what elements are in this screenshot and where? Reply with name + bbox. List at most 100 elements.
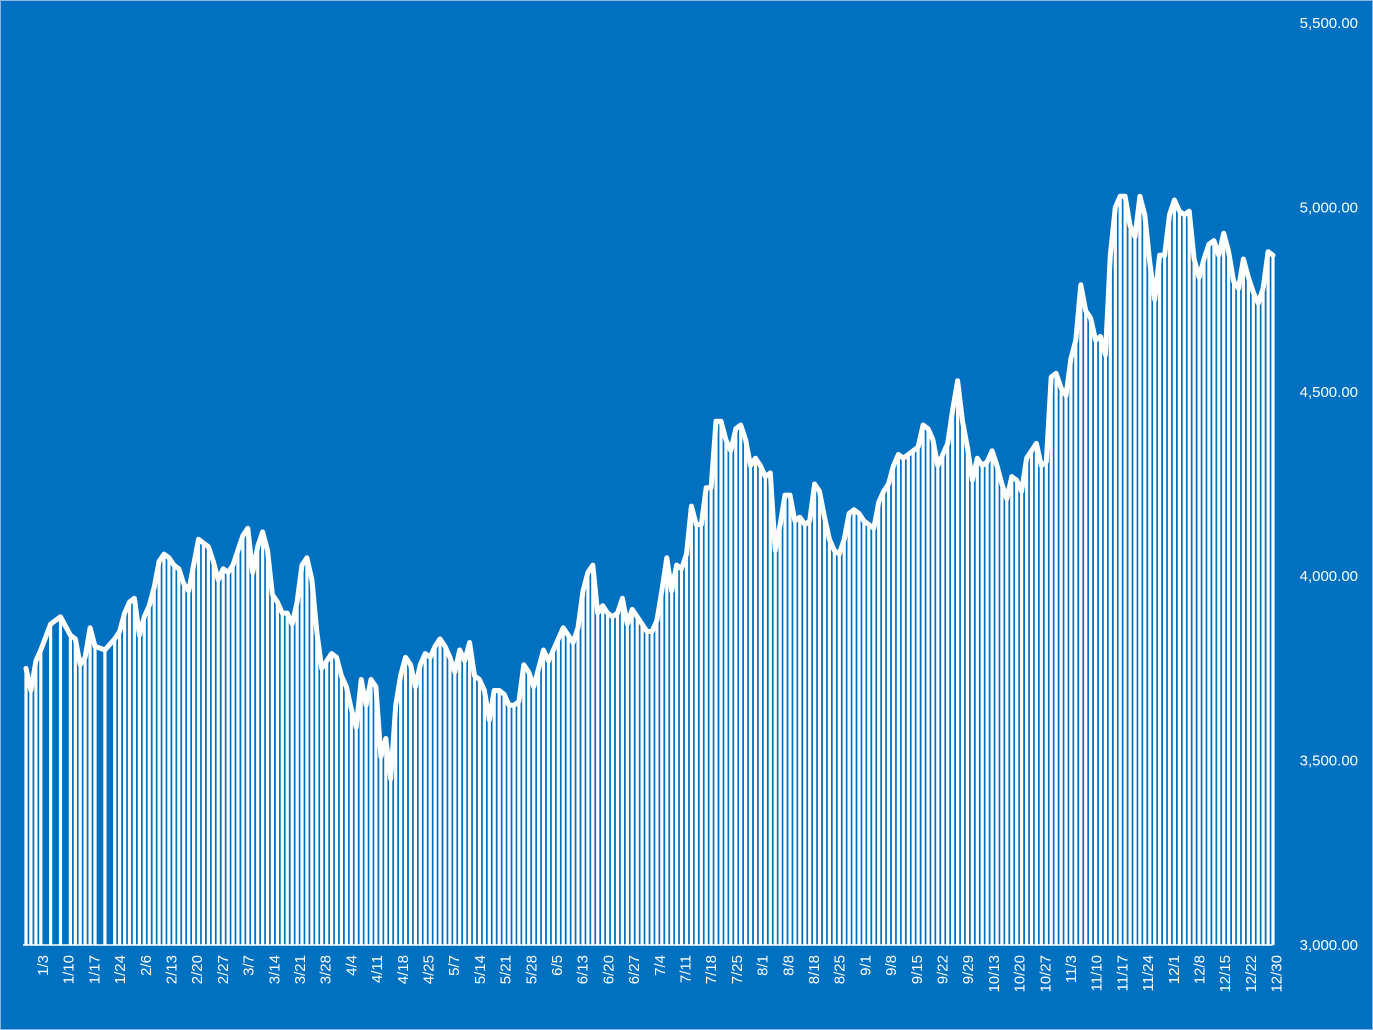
area-bar-78 — [433, 646, 437, 945]
area-bar-224 — [1153, 299, 1157, 946]
area-bar-97 — [527, 672, 531, 945]
area-bar-157 — [822, 517, 827, 945]
area-bar-23 — [162, 554, 166, 945]
area-bar-6 — [68, 635, 72, 945]
y-tick-label-0: 3,000.00 — [1300, 937, 1358, 954]
area-bar-101 — [546, 661, 551, 945]
y-axis-ticks: 3,000.00 3,500.00 4,000.00 4,500.00 5,000.00… — [1300, 15, 1358, 954]
x-tick-label-19: 5/28 — [523, 955, 540, 984]
area-bar-187 — [970, 480, 974, 945]
area-bar-110 — [591, 565, 595, 945]
area-bar-40 — [246, 528, 250, 945]
area-bar-76 — [423, 653, 427, 945]
area-bar-191 — [990, 450, 994, 945]
area-bar-212 — [1094, 340, 1098, 945]
area-bar-26 — [177, 568, 181, 945]
area-bar-60 — [344, 686, 348, 945]
x-tick-label-13: 4/11 — [369, 955, 386, 983]
area-bar-0 — [24, 668, 28, 945]
area-bar-222 — [1143, 214, 1147, 946]
y-tick-label-1: 3,500.00 — [1300, 753, 1358, 770]
area-bar-184 — [956, 380, 960, 945]
area-bar-4 — [49, 624, 53, 945]
area-bar-156 — [817, 491, 822, 945]
area-bar-96 — [522, 664, 526, 945]
area-bar-244 — [1251, 292, 1255, 945]
area-bar-197 — [1020, 491, 1024, 945]
area-bar-121 — [645, 631, 649, 945]
area-bar-44 — [265, 550, 270, 945]
area-bar-102 — [551, 650, 555, 945]
area-bar-172 — [896, 454, 900, 945]
area-bar-72 — [403, 657, 408, 945]
x-tick-label-46: 12/15 — [1217, 955, 1234, 993]
area-bar-82 — [453, 672, 457, 945]
area-bar-1 — [29, 690, 33, 945]
area-bar-89 — [487, 720, 491, 945]
area-bar-145 — [763, 476, 767, 945]
area-bar-221 — [1138, 196, 1142, 946]
area-bar-118 — [630, 609, 634, 945]
area-bar-47 — [280, 613, 284, 945]
area-bar-20 — [147, 605, 151, 945]
area-bar-165 — [862, 520, 866, 945]
area-bar-246 — [1261, 288, 1265, 945]
area-bar-14 — [118, 631, 122, 945]
area-bar-27 — [182, 583, 186, 945]
area-bar-166 — [867, 524, 871, 945]
area-bar-65 — [369, 679, 373, 945]
area-bar-22 — [157, 561, 161, 945]
area-bar-95 — [517, 701, 521, 945]
area-bar-130 — [689, 506, 693, 945]
area-bar-61 — [349, 709, 353, 945]
area-bar-54 — [315, 631, 319, 945]
area-bar-147 — [773, 550, 777, 945]
area-bar-93 — [507, 705, 511, 945]
area-bar-17 — [132, 598, 136, 945]
area-bar-7 — [73, 638, 77, 945]
area-bar-208 — [1074, 340, 1078, 945]
area-bar-100 — [541, 650, 546, 945]
area-bar-201 — [1039, 465, 1043, 945]
area-bar-104 — [561, 627, 565, 945]
area-bar-240 — [1232, 281, 1236, 945]
area-bar-29 — [192, 565, 196, 945]
area-bar-138 — [729, 450, 733, 945]
area-bar-70 — [394, 705, 398, 945]
area-bar-183 — [951, 410, 955, 945]
x-tick-label-31: 8/25 — [832, 955, 849, 984]
area-bar-229 — [1177, 211, 1181, 946]
area-bar-199 — [1029, 450, 1034, 945]
x-tick-label-16: 5/7 — [446, 955, 463, 976]
area-bar-194 — [1005, 498, 1009, 945]
x-tick-label-17: 5/14 — [472, 955, 489, 984]
area-bar-170 — [886, 484, 891, 945]
area-bar-45 — [270, 594, 274, 945]
x-tick-label-33: 9/8 — [883, 955, 900, 976]
x-tick-label-5: 2/13 — [164, 955, 181, 984]
area-bar-56 — [325, 661, 329, 945]
area-bar-140 — [739, 425, 743, 945]
area-bar-132 — [699, 524, 703, 945]
x-tick-label-9: 3/14 — [266, 955, 283, 984]
x-tick-label-6: 2/20 — [189, 955, 206, 984]
x-tick-label-47: 12/22 — [1243, 955, 1260, 993]
area-bar-231 — [1187, 211, 1191, 946]
area-bar-195 — [1010, 476, 1014, 945]
area-bar-241 — [1236, 288, 1241, 945]
area-bar-198 — [1025, 458, 1029, 945]
y-tick-label-4: 5,000.00 — [1300, 199, 1358, 216]
area-bar-79 — [438, 638, 442, 945]
area-bar-173 — [901, 458, 905, 945]
area-bar-115 — [615, 613, 620, 945]
area-bar-103 — [556, 638, 560, 945]
x-tick-label-24: 7/4 — [652, 955, 669, 976]
area-bar-34 — [216, 579, 220, 945]
area-bar-94 — [512, 705, 516, 945]
area-bar-111 — [596, 613, 600, 945]
area-bar-225 — [1158, 255, 1162, 946]
area-bar-192 — [995, 465, 999, 945]
area-bar-139 — [734, 428, 738, 945]
area-bar-31 — [201, 543, 205, 945]
